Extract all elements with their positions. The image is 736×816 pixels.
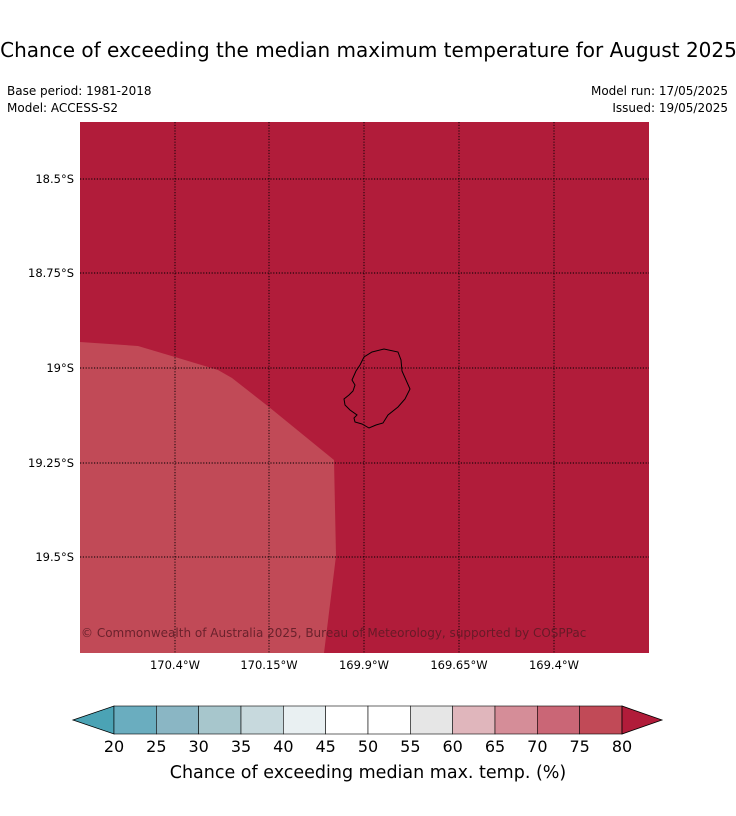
lon-label-5: 169.4°W bbox=[529, 658, 579, 672]
colorbar-bin bbox=[240, 705, 284, 735]
lat-label-5: 19.5°S bbox=[35, 550, 74, 564]
colorbar-bin bbox=[367, 705, 411, 735]
lat-label-4: 19.25°S bbox=[28, 456, 74, 470]
model-run: Model run: 17/05/2025 bbox=[590, 84, 728, 98]
colorbar: 20 25 30 35 40 45 50 55 60 65 70 75 80 Chance of exc… bbox=[71, 705, 664, 783]
colorbar-bin bbox=[410, 705, 453, 735]
colorbar-bins bbox=[113, 705, 623, 735]
lon-label-2: 170.15°W bbox=[240, 658, 297, 672]
lon-label-3: 169.9°W bbox=[339, 658, 389, 672]
issued-date: Issued: 19/05/2025 bbox=[612, 101, 728, 115]
colorbar-bin bbox=[283, 705, 326, 735]
lat-label-1: 18.5°S bbox=[35, 172, 74, 186]
colorbar-below-arrow bbox=[71, 705, 115, 735]
lon-label-4: 169.65°W bbox=[430, 658, 487, 672]
island-outline bbox=[343, 348, 411, 429]
colorbar-tick-labels: 20 25 30 35 40 45 50 55 60 65 70 75 80 bbox=[104, 737, 632, 756]
colorbar-tick-label: 20 bbox=[104, 737, 124, 756]
meta-left: Base period: 1981-2018 Model: ACCESS-S2 bbox=[7, 83, 152, 117]
colorbar-tick-label: 25 bbox=[146, 737, 166, 756]
colorbar-tick-label: 55 bbox=[400, 737, 420, 756]
colorbar-bin bbox=[494, 705, 538, 735]
colorbar-bin bbox=[156, 705, 199, 735]
meta-right: Model run: 17/05/2025 Issued: 19/05/2025 bbox=[591, 83, 728, 117]
colorbar-bin bbox=[198, 705, 242, 735]
colorbar-bin bbox=[113, 705, 157, 735]
colorbar-tick-label: 45 bbox=[315, 737, 335, 756]
colorbar-tick-label: 30 bbox=[188, 737, 208, 756]
colorbar-bin bbox=[325, 705, 369, 735]
colorbar-tick-label: 35 bbox=[231, 737, 251, 756]
colorbar-tick-label: 60 bbox=[442, 737, 462, 756]
lon-label-1: 170.4°W bbox=[150, 658, 200, 672]
colorbar-tick-label: 70 bbox=[527, 737, 547, 756]
base-period: Base period: 1981-2018 bbox=[7, 84, 152, 98]
lat-label-3: 19°S bbox=[46, 361, 74, 375]
map-region-lower bbox=[80, 342, 336, 653]
colorbar-title: Chance of exceeding median max. temp. (%… bbox=[170, 763, 567, 783]
colorbar-tick-label: 80 bbox=[612, 737, 632, 756]
colorbar-above-arrow bbox=[621, 705, 664, 735]
colorbar-bin bbox=[452, 705, 496, 735]
colorbar-tick-label: 50 bbox=[358, 737, 378, 756]
colorbar-tick-label: 75 bbox=[569, 737, 589, 756]
chart-title: Chance of exceeding the median maximum t… bbox=[0, 38, 736, 62]
colorbar-tick-label: 65 bbox=[485, 737, 505, 756]
map-gridlines bbox=[80, 122, 649, 653]
colorbar-bin bbox=[537, 705, 580, 735]
model-name: Model: ACCESS-S2 bbox=[7, 101, 119, 115]
lat-label-2: 18.75°S bbox=[28, 266, 74, 280]
colorbar-tick-label: 40 bbox=[273, 737, 293, 756]
colorbar-bin bbox=[579, 705, 623, 735]
copyright-text: © Commonwealth of Australia 2025, Bureau… bbox=[81, 626, 586, 640]
